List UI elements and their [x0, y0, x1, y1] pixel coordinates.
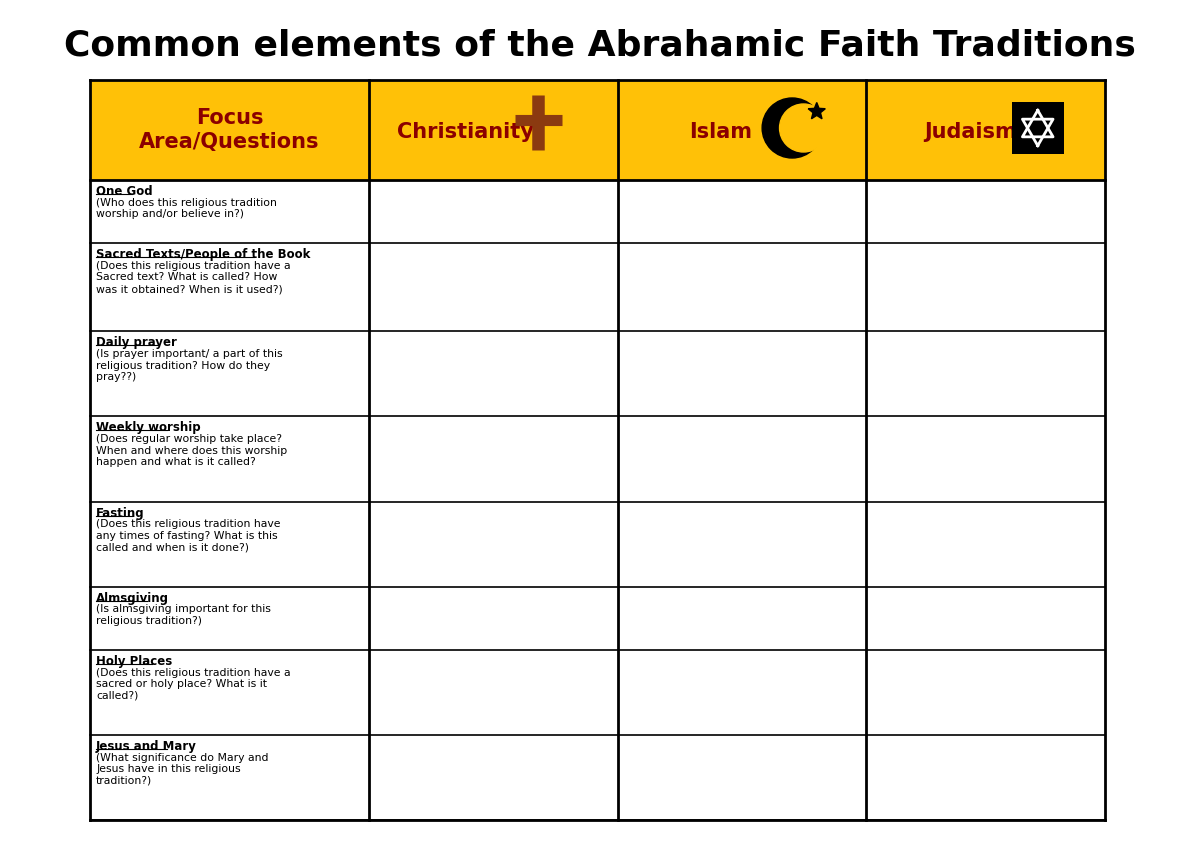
- Text: Jesus and Mary: Jesus and Mary: [96, 739, 197, 753]
- Text: One God: One God: [96, 185, 152, 198]
- Text: (Who does this religious tradition
worship and/or believe in?): (Who does this religious tradition worsh…: [96, 198, 277, 219]
- Bar: [618, 80, 866, 180]
- Text: (What significance do Mary and
Jesus have in this religious
tradition?): (What significance do Mary and Jesus hav…: [96, 752, 269, 786]
- Text: (Does this religious tradition have
any times of fasting? What is this
called an: (Does this religious tradition have any …: [96, 520, 281, 553]
- Bar: [1012, 102, 1063, 154]
- Text: (Does regular worship take place?
When and where does this worship
happen and wh: (Does regular worship take place? When a…: [96, 434, 287, 468]
- Circle shape: [780, 104, 828, 152]
- Text: (Does this religious tradition have a
Sacred text? What is called? How
was it ob: (Does this religious tradition have a Sa…: [96, 261, 290, 294]
- Circle shape: [762, 98, 822, 158]
- Bar: [866, 80, 1105, 180]
- Text: (Is prayer important/ a part of this
religious tradition? How do they
pray??): (Is prayer important/ a part of this rel…: [96, 349, 283, 382]
- Text: Focus
Area/Questions: Focus Area/Questions: [139, 109, 320, 152]
- Text: Christianity: Christianity: [397, 122, 534, 142]
- Bar: [90, 80, 370, 180]
- Text: Islam: Islam: [689, 122, 751, 142]
- Text: Almsgiving: Almsgiving: [96, 592, 169, 604]
- Text: Daily prayer: Daily prayer: [96, 336, 176, 349]
- Text: Fasting: Fasting: [96, 507, 145, 520]
- Text: Common elements of the Abrahamic Faith Traditions: Common elements of the Abrahamic Faith T…: [64, 28, 1136, 62]
- Polygon shape: [808, 103, 826, 119]
- Text: Weekly worship: Weekly worship: [96, 421, 200, 435]
- Text: Holy Places: Holy Places: [96, 655, 173, 668]
- Text: Judaism: Judaism: [924, 122, 1018, 142]
- Text: (Is almsgiving important for this
religious tradition?): (Is almsgiving important for this religi…: [96, 604, 271, 626]
- Text: (Does this religious tradition have a
sacred or holy place? What is it
called?): (Does this religious tradition have a sa…: [96, 667, 290, 700]
- Text: Sacred Texts/People of the Book: Sacred Texts/People of the Book: [96, 248, 311, 261]
- Bar: [370, 80, 618, 180]
